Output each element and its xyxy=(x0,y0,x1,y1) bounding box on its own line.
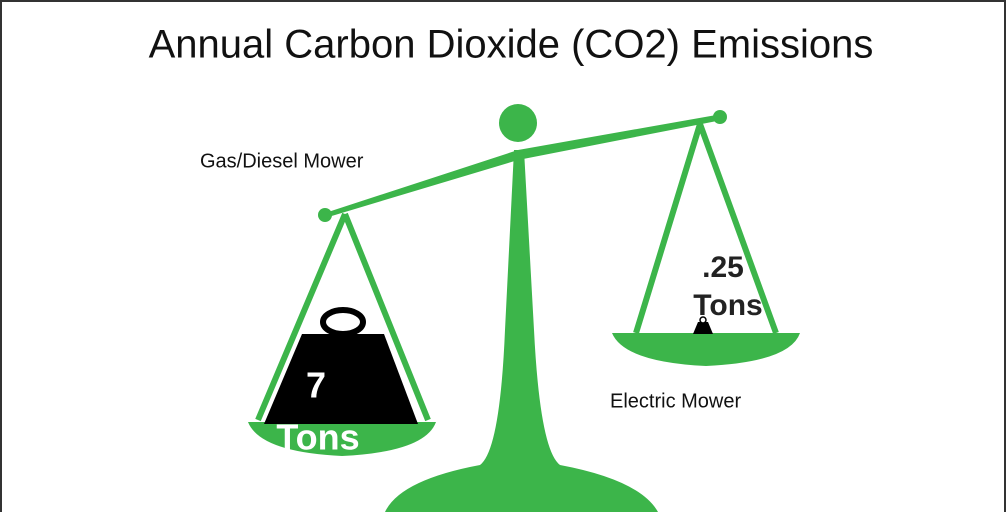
pivot-ball xyxy=(499,104,537,142)
title: Annual Carbon Dioxide (CO2) Emissions xyxy=(149,23,874,67)
right-amount: .25 xyxy=(702,251,744,284)
left-unit: Tons xyxy=(276,417,359,458)
right-unit: Tons xyxy=(693,289,762,322)
beam-end xyxy=(318,208,332,222)
left-label: Gas/Diesel Mower xyxy=(200,150,364,172)
weight-handle xyxy=(323,310,363,334)
beam-end xyxy=(713,110,727,124)
right-label: Electric Mower xyxy=(610,390,741,412)
infographic: Annual Carbon Dioxide (CO2) Emissions Ga… xyxy=(0,0,1006,512)
left-amount: 7 xyxy=(306,365,326,406)
